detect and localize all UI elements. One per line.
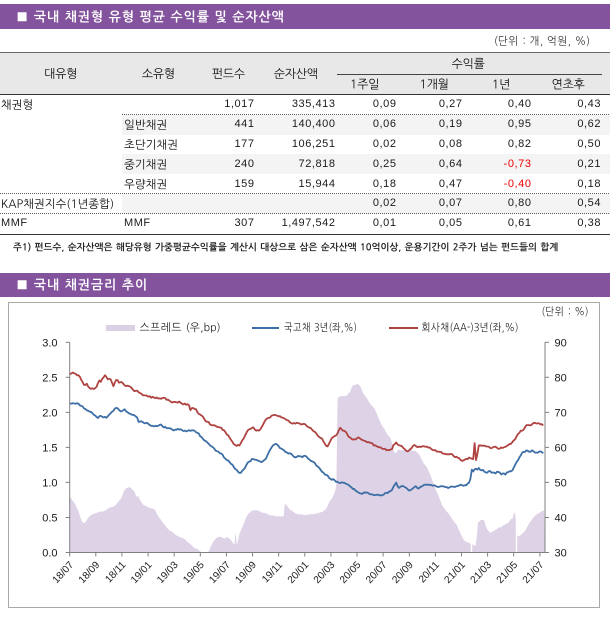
svg-text:20/03: 20/03 — [312, 560, 338, 586]
svg-text:1.0: 1.0 — [42, 477, 57, 489]
svg-text:18/09: 18/09 — [77, 560, 103, 586]
svg-text:21/03: 21/03 — [469, 560, 495, 586]
svg-text:30: 30 — [555, 548, 567, 560]
svg-text:3.0: 3.0 — [42, 337, 57, 349]
svg-text:19/03: 19/03 — [155, 560, 181, 586]
svg-text:19/01: 19/01 — [129, 560, 155, 586]
svg-text:80: 80 — [555, 372, 567, 384]
svg-text:19/07: 19/07 — [207, 560, 233, 586]
svg-text:20/01: 20/01 — [286, 560, 312, 586]
svg-text:20/09: 20/09 — [390, 560, 416, 586]
svg-text:18/11: 18/11 — [103, 560, 128, 586]
svg-text:60: 60 — [555, 442, 567, 454]
svg-text:20/07: 20/07 — [364, 560, 390, 586]
svg-text:19/05: 19/05 — [181, 560, 207, 586]
svg-text:2.5: 2.5 — [42, 372, 57, 384]
svg-text:40: 40 — [555, 513, 567, 525]
svg-text:50: 50 — [555, 477, 567, 489]
svg-text:1.5: 1.5 — [42, 442, 57, 454]
svg-text:19/09: 19/09 — [234, 560, 260, 586]
svg-text:21/01: 21/01 — [443, 560, 469, 586]
svg-text:21/05: 21/05 — [495, 560, 521, 586]
svg-text:20/11: 20/11 — [417, 560, 442, 586]
svg-text:90: 90 — [555, 337, 567, 349]
svg-text:70: 70 — [555, 407, 567, 419]
svg-text:18/07: 18/07 — [51, 560, 77, 586]
svg-text:0.5: 0.5 — [42, 513, 57, 525]
svg-text:20/05: 20/05 — [338, 560, 364, 586]
svg-text:0.0: 0.0 — [42, 548, 57, 560]
svg-text:19/11: 19/11 — [260, 560, 285, 586]
svg-text:2.0: 2.0 — [42, 407, 57, 419]
svg-text:21/07: 21/07 — [521, 560, 547, 586]
